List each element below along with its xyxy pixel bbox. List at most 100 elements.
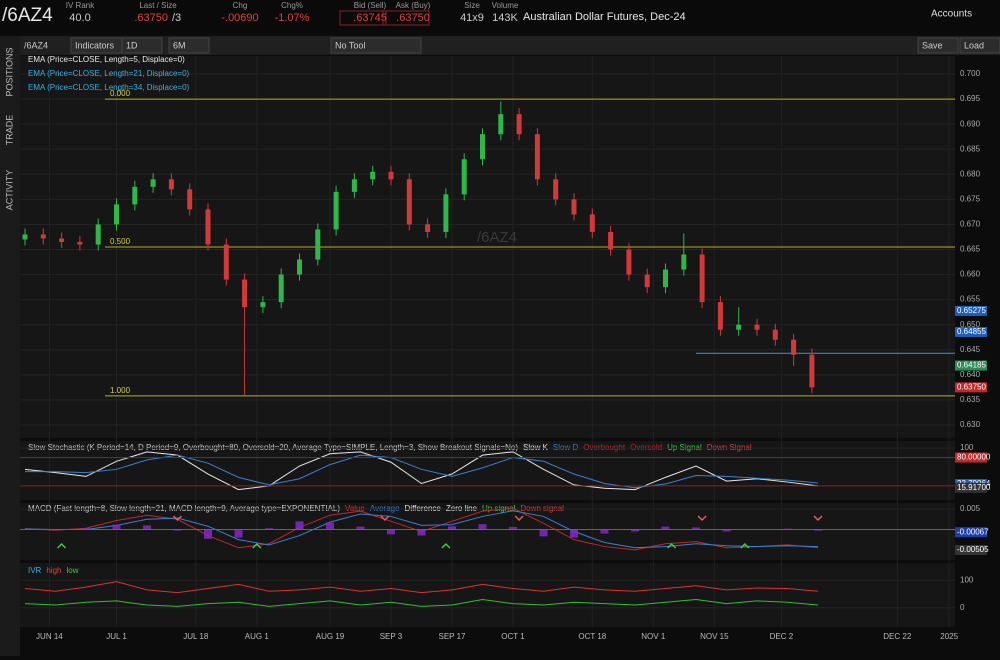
y-tick-label: 0.675: [960, 194, 981, 203]
candle-body: [443, 194, 449, 232]
macd-histogram: [692, 527, 700, 530]
candle-body: [809, 354, 815, 388]
price-marker: [955, 545, 987, 556]
down-signal: [172, 515, 183, 522]
y-tick-label: 0.660: [960, 270, 981, 279]
macd-panel: [20, 503, 955, 560]
candle-body: [699, 254, 705, 303]
macd-histogram: [82, 528, 90, 530]
toolbar-range[interactable]: 6M: [173, 40, 186, 50]
x-tick-label: OCT 1: [501, 632, 525, 641]
candle-body: [40, 234, 46, 239]
candle-body: [663, 269, 668, 288]
candle-body: [571, 199, 577, 215]
symbol[interactable]: /6AZ4: [2, 5, 53, 26]
x-tick-label: SEP 3: [380, 632, 403, 641]
down-signal: [697, 515, 707, 522]
toolbar-interval[interactable]: 1D: [126, 40, 138, 50]
macd-histogram: [387, 529, 395, 535]
price-marker-label: 0.64185: [957, 361, 986, 370]
toolbar-indicators[interactable]: Indicators: [75, 40, 115, 50]
ivr-panel: [20, 563, 955, 627]
macd-histogram: [448, 526, 456, 530]
quote-label: Chg%: [281, 1, 303, 10]
y-tick-label: 0.680: [960, 169, 981, 178]
candle-body: [22, 234, 28, 240]
quote-value: .63750: [396, 12, 430, 24]
side-tab[interactable]: POSITIONS: [4, 47, 14, 96]
toolbar-button[interactable]: [917, 37, 959, 54]
candle-body: [534, 134, 540, 180]
macd-histogram: [600, 529, 609, 534]
candle-body: [351, 179, 357, 192]
price-marker: [955, 482, 987, 493]
candle-body: [114, 204, 119, 225]
macd-histogram: [631, 529, 639, 532]
fib-label: 1.000: [110, 386, 131, 395]
y-tick-label: 0.005: [960, 504, 981, 513]
legend-label: low: [66, 566, 78, 575]
y-tick-label: 0.665: [960, 245, 981, 254]
y-tick-label: 100: [960, 443, 974, 452]
y-tick-label: 0.690: [960, 119, 981, 128]
x-tick-label: JUL 18: [183, 632, 209, 641]
quote-box: [382, 10, 430, 26]
toolbar-button[interactable]: [121, 37, 163, 54]
macd-histogram: [234, 529, 243, 538]
candle-body: [59, 238, 65, 242]
candle-body: [553, 179, 559, 200]
indicator-line: [24, 451, 819, 491]
candle-body: [150, 179, 156, 187]
description: Australian Dollar Futures, Dec-24: [523, 11, 686, 23]
price-marker: [955, 452, 987, 463]
y-tick-label: 0.640: [960, 370, 981, 379]
side-bar: [0, 36, 20, 656]
quote-value: .63750: [134, 12, 168, 24]
toolbar-button[interactable]: [330, 37, 422, 54]
macd-histogram: [112, 524, 121, 530]
price-marker: [955, 326, 987, 337]
toolbar-save[interactable]: Save: [922, 40, 943, 50]
quote-size: /3: [172, 12, 181, 24]
candle-body: [278, 274, 284, 303]
y-tick-label: 0.635: [960, 395, 981, 404]
x-tick-label: OCT 18: [578, 632, 606, 641]
toolbar-button[interactable]: [168, 37, 210, 54]
quote-value: 40.0: [69, 12, 90, 24]
y-tick-label: 0.655: [960, 295, 981, 304]
indicator-line: [24, 510, 819, 549]
candle-body: [681, 254, 687, 270]
x-tick-label: 2025: [940, 632, 958, 641]
toolbar-load[interactable]: Load: [964, 40, 984, 50]
toolbar-button[interactable]: [959, 37, 1000, 54]
macd-histogram: [326, 522, 334, 530]
quote-label: Chg: [233, 1, 248, 10]
accounts[interactable]: Accounts: [931, 9, 972, 20]
macd-histogram: [722, 529, 731, 532]
toolbar-tool[interactable]: No Tool: [335, 40, 365, 50]
macd-histogram: [417, 529, 426, 536]
down-signal: [813, 515, 823, 522]
side-tab[interactable]: ACTIVITY: [4, 170, 14, 211]
candle-body: [333, 191, 339, 230]
x-tick-label: SEP 17: [439, 632, 467, 641]
candle-body: [425, 224, 431, 232]
candle-body: [644, 274, 650, 288]
toolbar-symbol[interactable]: /6AZ4: [24, 40, 48, 50]
legend-label: IVR: [28, 566, 42, 575]
side-tab[interactable]: TRADE: [4, 115, 14, 146]
indicator-line: [24, 599, 819, 607]
fib-label: 0.000: [110, 89, 131, 98]
price-marker: [955, 527, 987, 538]
x-tick-label: DEC 22: [883, 632, 912, 641]
x-tick-label: DEC 2: [770, 632, 794, 641]
quote-label: Ask (Buy): [396, 1, 431, 10]
macd-histogram: [661, 526, 670, 530]
candle-body: [388, 171, 394, 180]
quote-value: .63745: [353, 12, 387, 24]
y-tick-label: 0.695: [960, 94, 981, 103]
price-marker-label: -0.00067: [957, 527, 989, 536]
candle-body: [315, 229, 321, 260]
candle-body: [95, 224, 101, 245]
